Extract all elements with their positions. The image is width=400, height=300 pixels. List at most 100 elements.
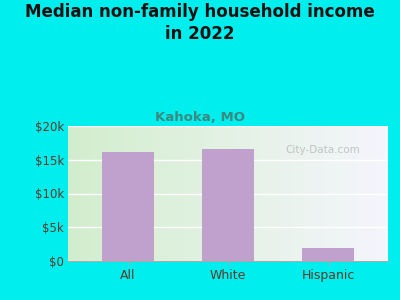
Bar (196, 126, 198, 261)
Bar (337, 126, 338, 261)
Bar (140, 126, 142, 261)
Bar (169, 126, 170, 261)
Bar (114, 126, 116, 261)
Bar (236, 126, 238, 261)
Bar (209, 126, 210, 261)
Bar (316, 126, 318, 261)
Bar (76, 126, 78, 261)
Bar (223, 126, 225, 261)
Bar (284, 126, 286, 261)
Bar (279, 126, 281, 261)
Bar (332, 126, 334, 261)
Bar (287, 126, 289, 261)
Bar (292, 126, 294, 261)
Bar (297, 126, 298, 261)
Bar (254, 126, 255, 261)
Bar (364, 126, 366, 261)
Bar (164, 126, 166, 261)
Bar (247, 126, 249, 261)
Bar (250, 126, 252, 261)
Bar (148, 126, 150, 261)
Text: Kahoka, MO: Kahoka, MO (155, 111, 245, 124)
Bar (222, 126, 223, 261)
Bar (185, 126, 186, 261)
Bar (374, 126, 375, 261)
Bar (276, 126, 278, 261)
Bar (198, 126, 199, 261)
Bar (257, 126, 258, 261)
Bar (71, 126, 73, 261)
Bar (100, 126, 102, 261)
Bar (281, 126, 282, 261)
Bar (322, 126, 324, 261)
Bar (310, 126, 311, 261)
Bar (274, 126, 276, 261)
Bar (193, 126, 194, 261)
Bar (84, 126, 86, 261)
Bar (334, 126, 335, 261)
Bar (273, 126, 274, 261)
Bar (383, 126, 385, 261)
Bar (271, 126, 273, 261)
Bar (121, 126, 122, 261)
Bar (79, 126, 81, 261)
Bar (124, 126, 126, 261)
Bar (351, 126, 353, 261)
Bar (378, 126, 380, 261)
Bar (295, 126, 297, 261)
Bar (92, 126, 94, 261)
Bar (102, 126, 103, 261)
Text: City-Data.com: City-Data.com (286, 145, 360, 155)
Bar (311, 126, 313, 261)
Bar (218, 126, 220, 261)
Bar (362, 126, 364, 261)
Bar (335, 126, 337, 261)
Bar (191, 126, 193, 261)
Bar (135, 126, 137, 261)
Bar (306, 126, 308, 261)
Bar (282, 126, 284, 261)
Bar (244, 126, 246, 261)
Bar (345, 126, 346, 261)
Bar (220, 126, 222, 261)
Bar (327, 126, 329, 261)
Bar (159, 126, 161, 261)
Bar (134, 126, 135, 261)
Bar (188, 126, 190, 261)
Bar (105, 126, 106, 261)
Bar (266, 126, 268, 261)
Bar (380, 126, 382, 261)
Bar (183, 126, 185, 261)
Bar (207, 126, 209, 261)
Bar (338, 126, 340, 261)
Bar (95, 126, 97, 261)
Bar (138, 126, 140, 261)
Bar (290, 126, 292, 261)
Bar (353, 126, 354, 261)
Bar (226, 126, 228, 261)
Bar (167, 126, 169, 261)
Bar (116, 126, 118, 261)
Bar (238, 126, 239, 261)
Bar (90, 126, 92, 261)
Bar (246, 126, 247, 261)
Bar (305, 126, 306, 261)
Bar (302, 248, 354, 261)
Bar (78, 126, 79, 261)
Bar (354, 126, 356, 261)
Bar (210, 126, 212, 261)
Bar (94, 126, 95, 261)
Bar (126, 126, 127, 261)
Bar (194, 126, 196, 261)
Bar (87, 126, 89, 261)
Bar (70, 126, 71, 261)
Bar (286, 126, 287, 261)
Bar (225, 126, 226, 261)
Bar (340, 126, 342, 261)
Bar (230, 126, 231, 261)
Bar (158, 126, 159, 261)
Bar (258, 126, 260, 261)
Bar (97, 126, 98, 261)
Bar (343, 126, 345, 261)
Bar (270, 126, 271, 261)
